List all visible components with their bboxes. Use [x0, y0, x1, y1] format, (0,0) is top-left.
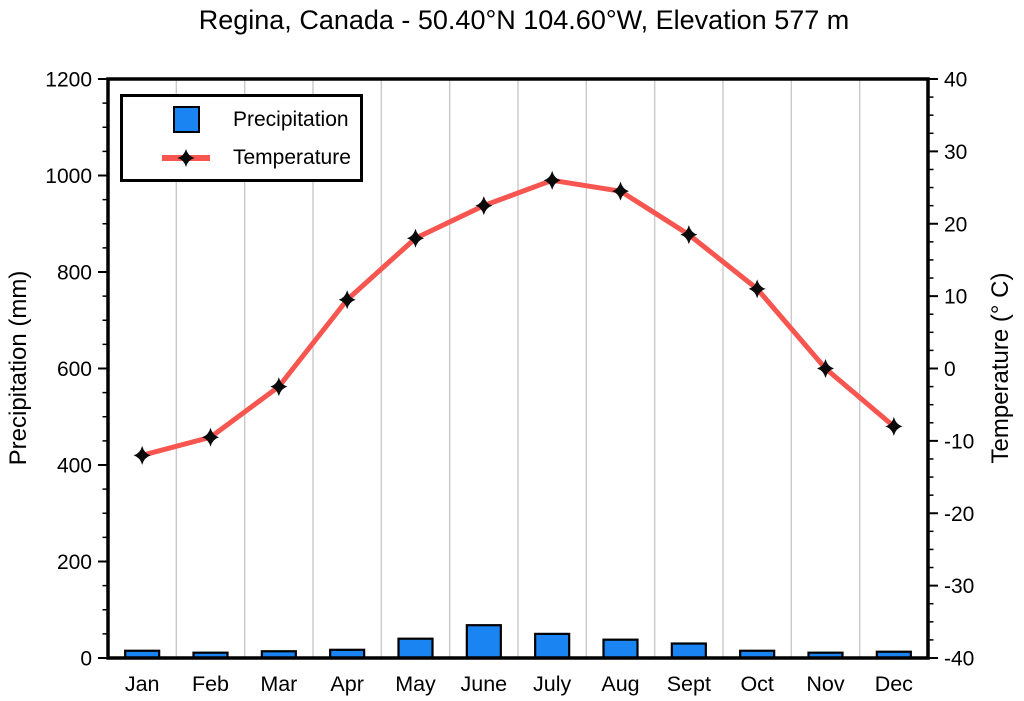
right-tick-label--10: -10	[944, 430, 974, 453]
x-tick-label-nov: Nov	[806, 672, 844, 696]
temp-marker-dec	[885, 416, 903, 436]
temp-marker-june	[475, 196, 493, 216]
y-axis-label-precipitation: Precipitation (mm)	[5, 270, 32, 466]
right-tick-label-0: 0	[944, 358, 956, 381]
right-tick-label--20: -20	[944, 503, 974, 526]
temperature-line-icon	[162, 148, 210, 167]
x-tick-label-jan: Jan	[125, 672, 160, 696]
left-tick-label-0: 0	[80, 648, 92, 671]
left-tick-label-400: 400	[57, 455, 92, 478]
right-tick-label-20: 20	[944, 213, 967, 236]
x-tick-label-aug: Aug	[601, 672, 639, 696]
x-tick-label-may: May	[395, 672, 436, 696]
precipitation-swatch-icon	[172, 106, 200, 134]
right-tick-label-40: 40	[944, 69, 967, 92]
right-tick-label--40: -40	[944, 648, 974, 671]
legend: Precipitation Temperature	[120, 94, 363, 182]
precip-bar-sept	[670, 642, 707, 660]
legend-icon-cell	[155, 147, 217, 169]
temp-marker-sept	[680, 225, 698, 245]
y-axis-label-temperature: Temperature (° C)	[987, 272, 1014, 464]
x-tick-label-feb: Feb	[192, 672, 229, 696]
precip-bar-aug	[602, 638, 639, 660]
right-tick-label--30: -30	[944, 575, 974, 598]
temperature-line	[139, 177, 897, 458]
temp-marker-mar	[270, 377, 288, 397]
temp-marker-apr	[338, 290, 356, 310]
precip-bar-july	[534, 632, 571, 660]
temp-marker-feb	[202, 427, 219, 447]
left-tick-label-1200: 1200	[45, 69, 92, 92]
precip-bar-june	[465, 624, 502, 660]
temp-marker-july	[543, 170, 561, 190]
left-tick-label-600: 600	[57, 358, 92, 381]
right-tick-label-10: 10	[944, 286, 967, 309]
chart-title: Regina, Canada - 50.40°N 104.60°W, Eleva…	[198, 5, 850, 35]
x-tick-label-sept: Sept	[667, 672, 711, 696]
temp-marker-oct	[748, 279, 766, 299]
left-tick-label-200: 200	[57, 551, 92, 574]
legend-item-precipitation: Precipitation	[123, 106, 360, 134]
temp-marker-nov	[817, 359, 834, 378]
diamond-marker-icon	[177, 148, 195, 167]
x-tick-label-apr: Apr	[330, 672, 363, 696]
legend-label-precipitation: Precipitation	[233, 107, 349, 131]
legend-icon-cell	[155, 106, 217, 134]
temp-marker-aug	[612, 181, 629, 201]
temp-marker-may	[407, 228, 424, 248]
right-tick-label-30: 30	[944, 141, 967, 164]
temp-marker-jan	[133, 445, 151, 465]
x-tick-label-dec: Dec	[875, 672, 913, 696]
legend-item-temperature: Temperature	[123, 146, 360, 170]
precip-bar-may	[397, 637, 434, 660]
x-tick-label-oct: Oct	[740, 672, 773, 696]
left-tick-label-800: 800	[57, 262, 92, 285]
x-tick-label-june: June	[461, 672, 508, 696]
x-tick-label-mar: Mar	[260, 672, 297, 696]
x-tick-label-july: July	[533, 672, 571, 696]
legend-label-temperature: Temperature	[233, 145, 351, 169]
left-tick-label-1000: 1000	[45, 165, 92, 188]
